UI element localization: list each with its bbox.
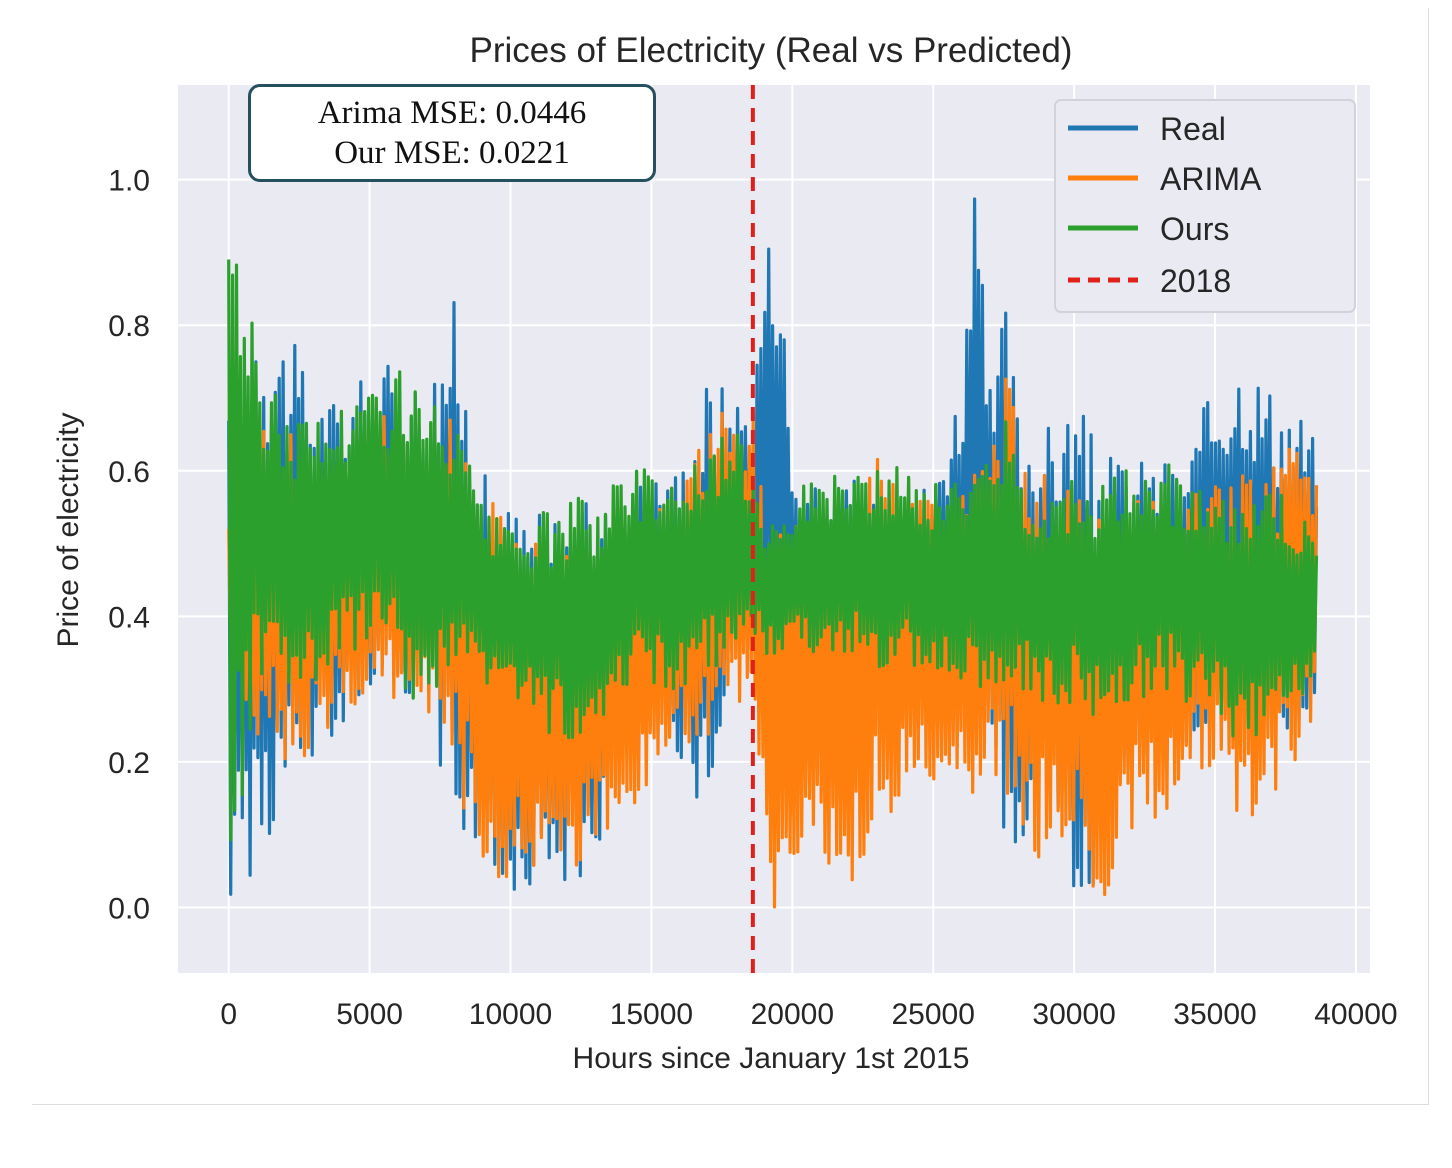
x-tick-label: 5000 xyxy=(336,998,403,1031)
x-tick-label: 15000 xyxy=(610,998,693,1031)
legend-label-2018: 2018 xyxy=(1160,263,1231,299)
y-axis-ticks: 0.0 0.2 0.4 0.6 0.8 1.0 xyxy=(108,165,150,926)
our-mse-text: Our MSE: 0.0221 xyxy=(334,135,570,171)
y-tick-label: 0.0 xyxy=(108,892,150,925)
legend-label-arima: ARIMA xyxy=(1160,161,1262,197)
series-layer xyxy=(227,197,1319,909)
legend-label-real: Real xyxy=(1160,111,1226,147)
y-tick-label: 0.2 xyxy=(108,747,150,780)
x-tick-label: 40000 xyxy=(1314,998,1397,1031)
x-tick-label: 25000 xyxy=(891,998,974,1031)
y-tick-label: 1.0 xyxy=(108,165,150,198)
x-tick-label: 30000 xyxy=(1032,998,1115,1031)
figure-frame xyxy=(32,8,1429,1105)
x-axis-label: Hours since January 1st 2015 xyxy=(573,1042,970,1075)
x-tick-label: 20000 xyxy=(751,998,834,1031)
y-tick-label: 0.4 xyxy=(108,601,150,634)
y-tick-label: 0.6 xyxy=(108,456,150,489)
mse-annotation-box: Arima MSE: 0.0446 Our MSE: 0.0221 xyxy=(248,84,656,182)
chart-title: Prices of Electricity (Real vs Predicted… xyxy=(470,31,1073,70)
x-tick-label: 10000 xyxy=(469,998,552,1031)
legend-label-ours: Ours xyxy=(1160,211,1229,247)
y-axis-label: Price of electricity xyxy=(52,412,85,647)
legend: Real ARIMA Ours 2018 xyxy=(1054,99,1356,313)
x-tick-label: 0 xyxy=(220,998,237,1031)
x-tick-label: 35000 xyxy=(1173,998,1256,1031)
legend-box xyxy=(1054,99,1356,313)
y-tick-label: 0.8 xyxy=(108,310,150,343)
x-axis-ticks: 0 5000 10000 15000 20000 25000 30000 35000 40000 xyxy=(220,998,1397,1031)
series-line-ours xyxy=(227,259,1319,842)
arima-mse-text: Arima MSE: 0.0446 xyxy=(317,95,587,131)
